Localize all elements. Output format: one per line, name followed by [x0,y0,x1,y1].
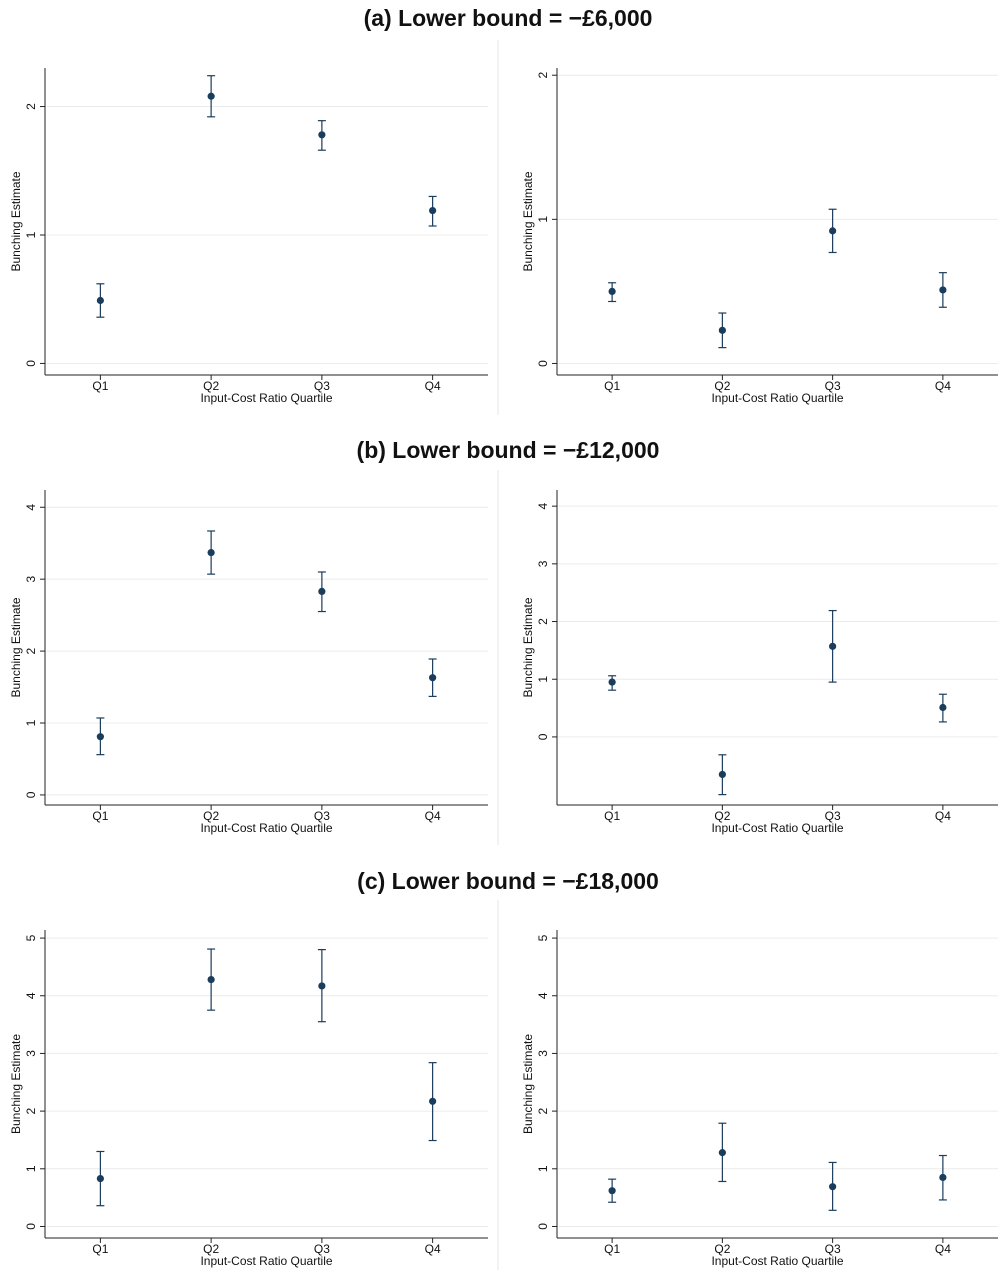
x-tick-label: Q2 [714,1242,730,1256]
y-tick-label: 4 [536,502,550,509]
x-tick-label: Q1 [92,1242,108,1256]
y-tick-label: 2 [24,1107,38,1114]
x-tick-label: Q1 [604,1242,620,1256]
x-tick-label: Q1 [92,809,108,823]
point [207,548,215,557]
y-tick-label: 2 [536,618,550,625]
x-tick-label: Q2 [714,809,730,823]
y-tick-label: 4 [24,504,38,511]
x-axis-label: Input-Cost Ratio Quartile [711,1254,843,1268]
point [718,1149,726,1157]
point [429,1097,437,1105]
y-axis-label: Bunching Estimate [9,597,23,697]
x-tick-label: Q2 [203,379,219,393]
y-tick-label: 1 [24,1165,38,1172]
x-tick-label: Q1 [604,379,620,393]
section-title: (c) Lower bound = −£18,000 [357,868,659,894]
point [429,674,437,682]
point [96,733,104,741]
y-tick-label: 4 [536,992,550,999]
point [829,227,837,235]
y-tick-label: 0 [24,360,38,367]
point [207,976,215,984]
point [939,286,947,294]
y-tick-label: 5 [24,934,38,941]
y-axis-label: Bunching Estimate [521,171,535,271]
point [96,296,104,305]
x-axis-label: Input-Cost Ratio Quartile [711,821,843,835]
x-axis-label: Input-Cost Ratio Quartile [200,391,332,405]
y-tick-label: 5 [536,934,550,941]
x-tick-label: Q3 [825,379,841,393]
y-tick-label: 0 [536,733,550,740]
point [718,326,726,334]
x-tick-label: Q4 [425,379,441,393]
x-tick-label: Q2 [714,379,730,393]
x-tick-label: Q2 [203,809,219,823]
y-tick-label: 1 [24,719,38,726]
point [939,703,947,712]
y-tick-label: 3 [536,1050,550,1057]
x-tick-label: Q4 [935,1242,951,1256]
point [718,770,726,779]
point [829,642,837,650]
section-title: (a) Lower bound = −£6,000 [364,5,653,31]
point [608,287,616,296]
point [318,131,326,139]
point [608,1187,616,1195]
y-tick-label: 2 [536,1107,550,1114]
x-tick-label: Q3 [314,809,330,823]
x-tick-label: Q1 [92,379,108,393]
y-tick-label: 1 [536,1165,550,1172]
x-tick-label: Q3 [314,1242,330,1256]
x-tick-label: Q4 [935,379,951,393]
y-tick-label: 1 [536,216,550,223]
x-tick-label: Q2 [203,1242,219,1256]
y-tick-label: 0 [536,1223,550,1230]
y-tick-label: 3 [24,576,38,583]
x-tick-label: Q1 [604,809,620,823]
y-axis-label: Bunching Estimate [521,597,535,697]
y-tick-label: 2 [24,103,38,110]
x-axis-label: Input-Cost Ratio Quartile [200,821,332,835]
point [318,587,326,596]
y-tick-label: 1 [24,231,38,238]
y-tick-label: 2 [536,72,550,79]
y-tick-label: 1 [536,676,550,683]
y-tick-label: 0 [24,1223,38,1230]
point [829,1183,837,1191]
x-tick-label: Q4 [425,1242,441,1256]
point [207,92,215,100]
x-tick-label: Q4 [425,809,441,823]
y-tick-label: 3 [536,560,550,567]
point [429,206,437,215]
y-axis-label: Bunching Estimate [9,171,23,271]
y-tick-label: 3 [24,1050,38,1057]
y-tick-label: 4 [24,992,38,999]
point [939,1173,947,1182]
point [608,678,616,686]
point [96,1174,104,1183]
y-tick-label: 0 [24,791,38,798]
x-tick-label: Q3 [314,379,330,393]
x-tick-label: Q3 [825,1242,841,1256]
section-title: (b) Lower bound = −£12,000 [357,437,660,463]
y-tick-label: 0 [536,360,550,367]
x-axis-label: Input-Cost Ratio Quartile [200,1254,332,1268]
x-tick-label: Q4 [935,809,951,823]
y-axis-label: Bunching Estimate [9,1034,23,1134]
point [318,982,326,990]
x-tick-label: Q3 [825,809,841,823]
y-tick-label: 2 [24,647,38,654]
x-axis-label: Input-Cost Ratio Quartile [711,391,843,405]
y-axis-label: Bunching Estimate [521,1034,535,1134]
